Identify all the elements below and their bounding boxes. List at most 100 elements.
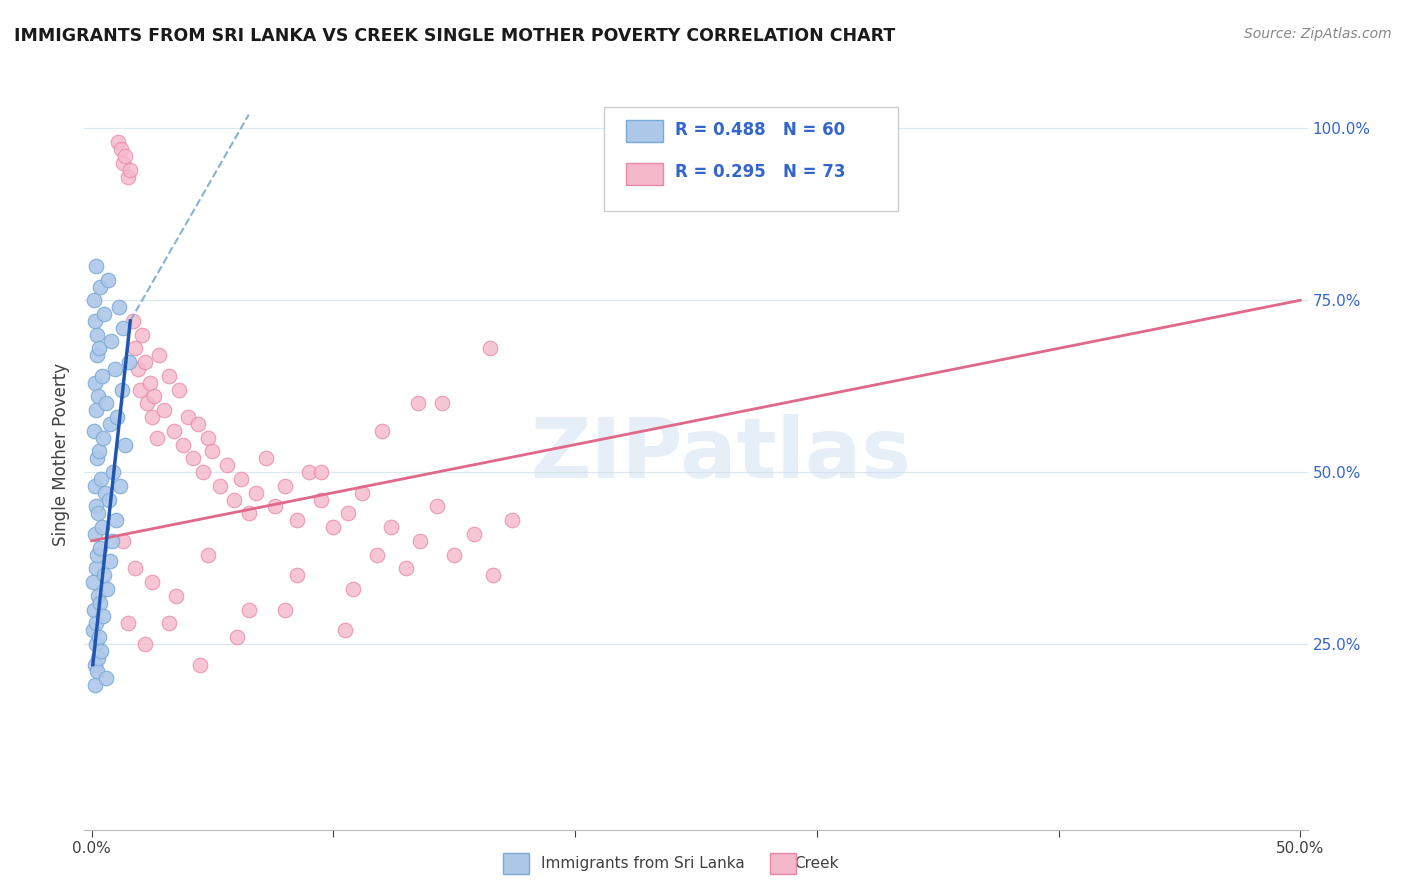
Point <box>87 630 110 644</box>
Point <box>148 348 170 362</box>
Point <box>157 616 180 631</box>
Point <box>107 135 129 149</box>
Point <box>190 657 212 672</box>
Point <box>370 424 392 438</box>
Point <box>426 500 449 514</box>
Point <box>87 389 110 403</box>
Point <box>105 410 128 425</box>
Point <box>90 644 112 658</box>
Point <box>90 472 112 486</box>
Point <box>90 368 112 383</box>
Point <box>335 624 357 638</box>
Point <box>165 589 187 603</box>
Point <box>107 300 129 314</box>
Point <box>100 334 122 349</box>
Point <box>322 520 344 534</box>
Point <box>110 142 132 156</box>
FancyBboxPatch shape <box>626 120 664 143</box>
Point <box>120 162 142 177</box>
Point <box>100 554 122 568</box>
Point <box>136 396 159 410</box>
Point <box>157 368 180 383</box>
Point <box>406 396 429 410</box>
Point <box>89 596 111 610</box>
Point <box>134 637 156 651</box>
Point <box>87 507 110 521</box>
Point <box>254 451 277 466</box>
Point <box>117 169 139 184</box>
Point <box>82 624 104 638</box>
Point <box>86 451 108 466</box>
Point <box>215 458 238 473</box>
Point <box>108 479 131 493</box>
Point <box>84 376 107 390</box>
Point <box>89 279 111 293</box>
Point <box>117 616 139 631</box>
Point <box>430 396 453 410</box>
Point <box>127 362 149 376</box>
Point <box>83 293 105 308</box>
Point <box>501 513 523 527</box>
Point <box>86 650 108 665</box>
Point <box>134 355 156 369</box>
Point <box>83 424 105 438</box>
Point <box>395 561 418 575</box>
Point <box>366 548 388 562</box>
Point <box>86 348 108 362</box>
Point <box>167 383 190 397</box>
Point <box>114 149 136 163</box>
Point <box>225 630 247 644</box>
Point <box>131 327 153 342</box>
Point <box>285 513 308 527</box>
Point <box>86 548 108 562</box>
Point <box>129 383 152 397</box>
Point <box>309 465 332 479</box>
Point <box>163 424 186 438</box>
Point <box>177 410 200 425</box>
Point <box>231 472 253 486</box>
Point <box>98 417 121 431</box>
Point <box>91 431 114 445</box>
Point <box>91 520 114 534</box>
Point <box>479 342 502 356</box>
Point <box>124 561 146 575</box>
Text: R = 0.295   N = 73: R = 0.295 N = 73 <box>675 163 845 181</box>
Point <box>146 431 169 445</box>
Text: Creek: Creek <box>794 856 839 871</box>
Point <box>197 431 219 445</box>
Point <box>83 657 105 672</box>
Point <box>82 575 104 590</box>
Text: IMMIGRANTS FROM SRI LANKA VS CREEK SINGLE MOTHER POVERTY CORRELATION CHART: IMMIGRANTS FROM SRI LANKA VS CREEK SINGL… <box>14 27 896 45</box>
Point <box>274 479 297 493</box>
Text: R = 0.488   N = 60: R = 0.488 N = 60 <box>675 121 845 139</box>
Point <box>87 444 110 458</box>
Point <box>285 568 308 582</box>
Point <box>112 155 135 169</box>
Point <box>463 527 485 541</box>
Point <box>83 602 105 616</box>
Point <box>309 492 332 507</box>
Point <box>342 582 364 596</box>
Point <box>181 451 204 466</box>
Point <box>101 533 124 548</box>
Point <box>352 485 374 500</box>
Point <box>112 320 135 334</box>
Point <box>110 383 132 397</box>
Point <box>86 616 108 631</box>
Point <box>380 520 402 534</box>
Point <box>96 582 118 596</box>
Point <box>141 410 163 425</box>
FancyBboxPatch shape <box>626 162 664 186</box>
Point <box>93 568 115 582</box>
Point <box>94 671 117 685</box>
Point <box>141 575 163 590</box>
Point <box>482 568 505 582</box>
Point <box>87 589 110 603</box>
Point <box>245 485 267 500</box>
Point <box>94 396 117 410</box>
Point <box>89 342 111 356</box>
Point <box>208 479 231 493</box>
FancyBboxPatch shape <box>605 106 898 211</box>
Point <box>172 437 194 451</box>
Point <box>124 342 146 356</box>
